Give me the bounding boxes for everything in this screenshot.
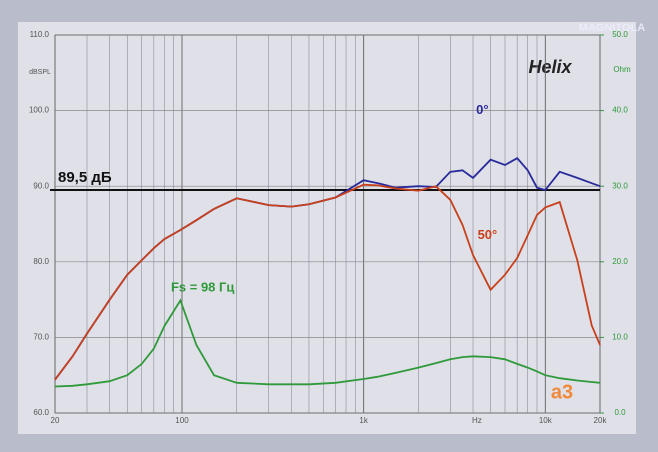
y2-tick-label: 50.0 bbox=[612, 30, 628, 39]
y2-tick-label: 40.0 bbox=[612, 106, 628, 115]
reference-label: 89,5 дБ bbox=[58, 169, 112, 186]
x-axis-label: Hz bbox=[472, 416, 482, 425]
y2-tick-label: 0.0 bbox=[614, 408, 626, 417]
plot-frame bbox=[54, 34, 601, 414]
watermark: MAGNITOLA bbox=[579, 22, 645, 34]
y2-tick-label: 10.0 bbox=[612, 333, 628, 342]
series-label: 50° bbox=[478, 227, 498, 242]
y-tick-label: 60.0 bbox=[33, 408, 49, 417]
x-tick-label: 20k bbox=[594, 416, 608, 425]
y-tick-label: 80.0 bbox=[33, 257, 49, 266]
y2-tick-label: 30.0 bbox=[612, 181, 628, 190]
y-tick-label: 90.0 bbox=[33, 181, 49, 190]
series-line bbox=[54, 298, 601, 388]
logo: a3 bbox=[551, 381, 573, 403]
plot-panel bbox=[18, 22, 636, 434]
y-tick-label: 110.0 bbox=[30, 30, 50, 39]
y2-tick-label: 20.0 bbox=[612, 257, 628, 266]
x-tick-label: 100 bbox=[175, 416, 189, 425]
y2-axis-label: Ohm bbox=[613, 65, 631, 74]
y-tick-label: 100.0 bbox=[29, 106, 50, 115]
x-tick-label: 10k bbox=[539, 416, 553, 425]
y-axis-label: dBSPL bbox=[29, 69, 51, 76]
y-tick-label: 70.0 bbox=[33, 333, 49, 342]
series-label: 0° bbox=[476, 102, 488, 117]
x-tick-label: 1k bbox=[359, 416, 368, 425]
x-tick-label: 20 bbox=[51, 416, 60, 425]
chart-title: Helix bbox=[528, 57, 572, 77]
series-label: Fs = 98 Гц bbox=[171, 280, 234, 295]
series-line bbox=[54, 183, 601, 381]
